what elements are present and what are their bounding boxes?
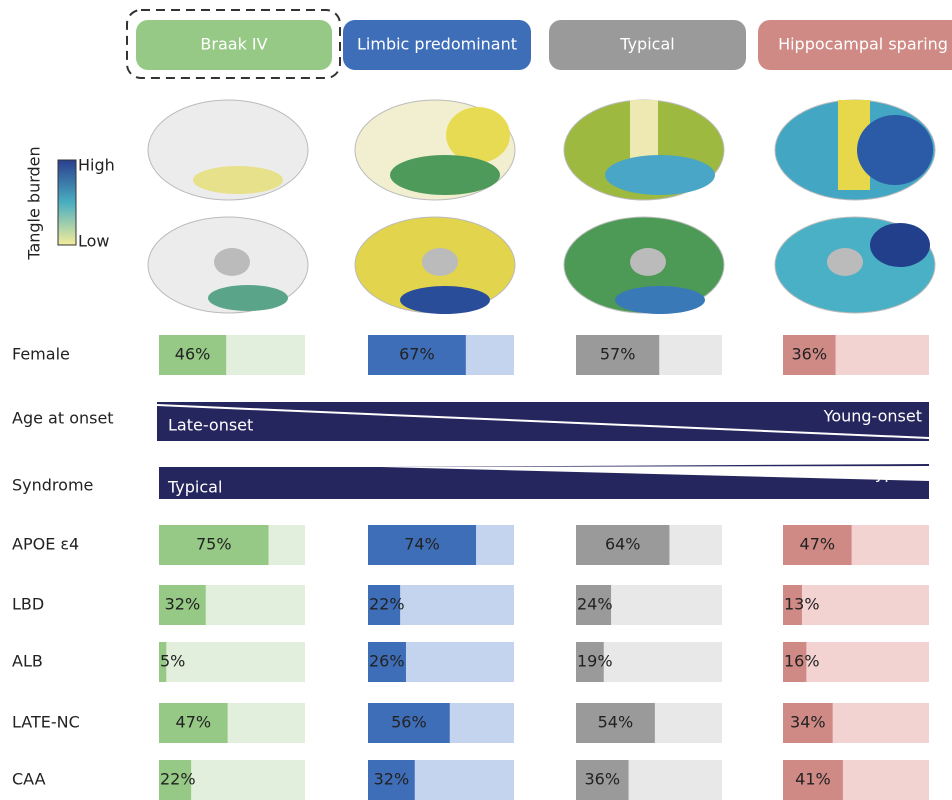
row-label: CAA bbox=[12, 770, 46, 789]
group-header bbox=[758, 20, 952, 70]
highlight-box bbox=[126, 9, 341, 79]
bar bbox=[783, 585, 802, 625]
bar bbox=[159, 525, 269, 565]
value-label: 74% bbox=[404, 535, 440, 554]
value-label: 67% bbox=[399, 345, 435, 364]
value-label: 64% bbox=[605, 535, 641, 554]
row-label: APOE ε4 bbox=[12, 535, 79, 554]
value-label: 36% bbox=[791, 345, 827, 364]
group-header-label: Hippocampal sparing bbox=[778, 35, 948, 54]
value-label: 47% bbox=[800, 535, 836, 554]
colorbar-high: High bbox=[78, 156, 115, 175]
group-header bbox=[136, 20, 332, 70]
value-label: 47% bbox=[176, 713, 212, 732]
value-label: 16% bbox=[784, 652, 820, 671]
wedge-end: Atypical bbox=[858, 464, 922, 483]
value-label: 32% bbox=[374, 770, 410, 789]
colorbar-title: Tangle burden bbox=[25, 146, 44, 260]
bar bbox=[159, 760, 192, 800]
colorbar-low: Low bbox=[78, 232, 110, 251]
row-label: LBD bbox=[12, 595, 44, 614]
syndrome-divider bbox=[380, 467, 929, 481]
group-header bbox=[549, 20, 746, 70]
bar bbox=[783, 642, 807, 682]
brain-maps bbox=[147, 99, 936, 314]
wedge-end: Young-onset bbox=[823, 407, 922, 426]
bar bbox=[783, 525, 852, 565]
group-header bbox=[343, 20, 531, 70]
group-header-label: Limbic predominant bbox=[357, 35, 517, 54]
bar bbox=[576, 703, 655, 743]
group-header-label: Typical bbox=[619, 35, 674, 54]
bar bbox=[576, 525, 670, 565]
bar bbox=[576, 642, 604, 682]
row-label: Syndrome bbox=[12, 476, 93, 495]
bar bbox=[576, 335, 660, 375]
bar bbox=[368, 525, 477, 565]
wedge-start: Late-onset bbox=[168, 416, 253, 435]
bar bbox=[368, 642, 406, 682]
value-label: 26% bbox=[369, 652, 405, 671]
bar bbox=[368, 585, 401, 625]
value-label: 36% bbox=[584, 770, 620, 789]
value-label: 22% bbox=[369, 595, 405, 614]
colorbar bbox=[57, 159, 77, 246]
value-label: 56% bbox=[391, 713, 427, 732]
row-label: Female bbox=[12, 345, 70, 364]
bar-track bbox=[783, 585, 929, 625]
age-divider bbox=[157, 404, 929, 439]
bar-track bbox=[783, 642, 929, 682]
bar bbox=[783, 760, 843, 800]
value-label: 13% bbox=[784, 595, 820, 614]
value-label: 32% bbox=[165, 595, 201, 614]
value-label: 22% bbox=[160, 770, 196, 789]
syndrome-divider-top bbox=[380, 464, 929, 467]
bar bbox=[159, 642, 167, 682]
value-label: 19% bbox=[577, 652, 613, 671]
group-header-label: Braak IV bbox=[200, 35, 267, 54]
bar bbox=[159, 585, 206, 625]
wedge-start: Typical bbox=[167, 478, 222, 497]
value-label: 57% bbox=[600, 345, 636, 364]
value-label: 41% bbox=[795, 770, 831, 789]
bar bbox=[159, 335, 227, 375]
value-label: 46% bbox=[175, 345, 211, 364]
value-label: 34% bbox=[790, 713, 826, 732]
bar bbox=[576, 760, 629, 800]
bar bbox=[576, 585, 612, 625]
bar bbox=[783, 703, 833, 743]
row-label: ALB bbox=[12, 652, 43, 671]
bar bbox=[368, 760, 415, 800]
value-label: 54% bbox=[598, 713, 634, 732]
value-label: 24% bbox=[577, 595, 613, 614]
row-label: Age at onset bbox=[12, 409, 114, 428]
bar-track bbox=[159, 642, 305, 682]
value-label: 75% bbox=[196, 535, 232, 554]
bar bbox=[783, 335, 836, 375]
bar bbox=[368, 335, 466, 375]
row-label: LATE-NC bbox=[12, 713, 80, 732]
bar bbox=[159, 703, 228, 743]
value-label: 5% bbox=[160, 652, 185, 671]
bar bbox=[368, 703, 450, 743]
